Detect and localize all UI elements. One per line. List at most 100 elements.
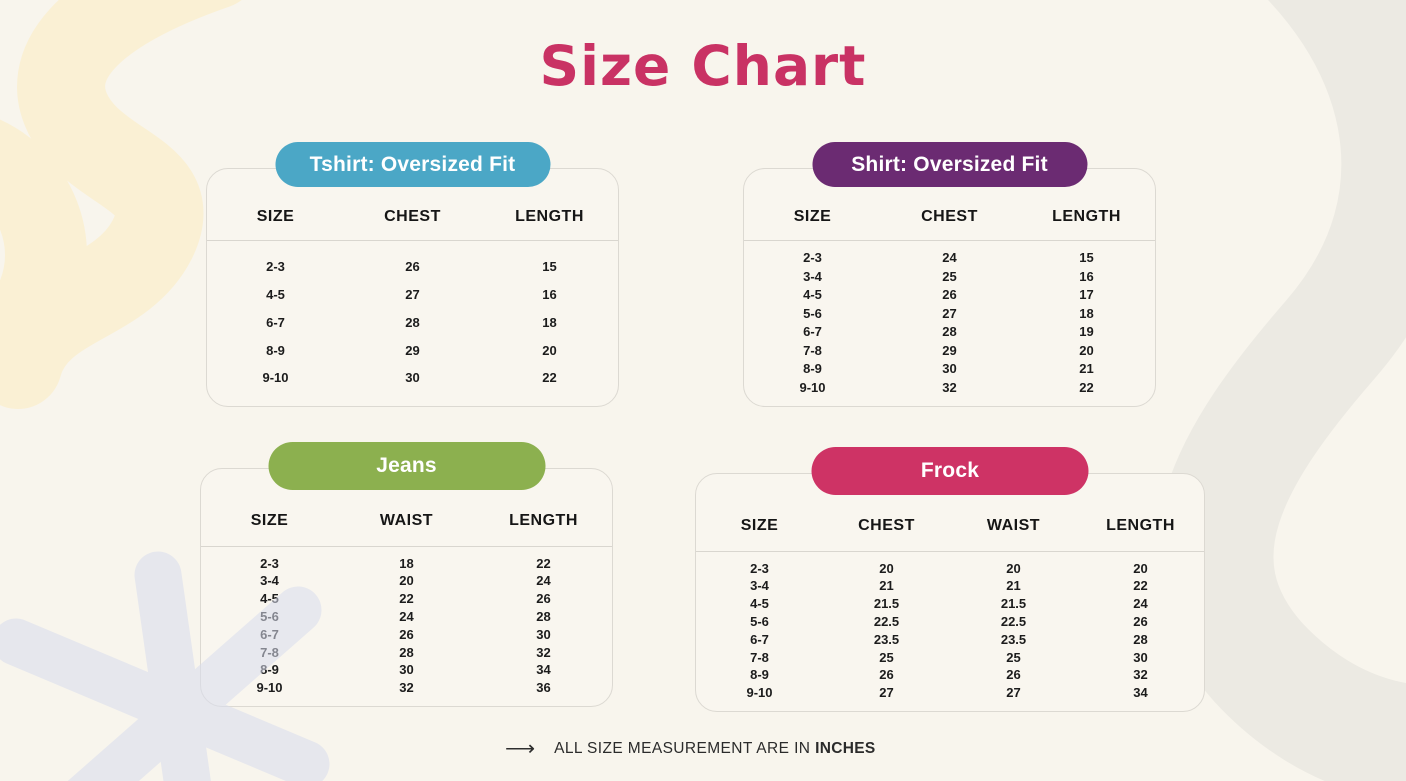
- table-cell: 24: [1133, 596, 1148, 612]
- table-row: 3-4 25 16: [744, 269, 1155, 285]
- table-cell: 24: [942, 250, 957, 266]
- table-cell: 5-6: [803, 305, 822, 321]
- table-row: 7-8 28 32: [201, 645, 612, 661]
- table-row: 5-6 27 18: [744, 306, 1155, 322]
- table-cell: 30: [399, 662, 414, 678]
- table-cell: 22: [1079, 379, 1094, 395]
- table-cell: 3-4: [803, 268, 822, 284]
- table-cell: 21.5: [873, 596, 900, 612]
- table-row: 9-10 32 22: [744, 380, 1155, 396]
- table-body: 2-3 26 15 4-5 27 16 6-7 28 18 8-9 29 20 9-10 30 22: [207, 242, 618, 406]
- table-cell: 5-6: [260, 608, 279, 624]
- table-cell: 2-3: [803, 250, 822, 266]
- page-title: Size Chart: [539, 34, 867, 98]
- table-row: 7-8 25 25 30: [696, 650, 1204, 666]
- table-row: 8-9 30 21: [744, 361, 1155, 377]
- table-cell: 28: [942, 324, 957, 340]
- measurement-note-text: ALL SIZE MEASUREMENT ARE IN: [554, 739, 811, 757]
- table-cell: 21: [879, 578, 894, 594]
- column-header: LENGTH: [1052, 207, 1121, 225]
- table-cell: 20: [1006, 560, 1021, 576]
- column-header: SIZE: [250, 511, 289, 529]
- table-cell: 8-9: [803, 361, 822, 377]
- table-cell: 21: [1079, 361, 1094, 377]
- column-header: SIZE: [256, 207, 295, 225]
- table-body: 2-3 20 20 20 3-4 21 21 22 4-5 21.5 21.5 24 5-6 22.5 22…: [696, 553, 1204, 711]
- table-cell: 3-4: [750, 578, 769, 594]
- table-cell: 23.5: [873, 631, 900, 647]
- table-row: 2-3 20 20 20: [696, 561, 1204, 577]
- measurement-note-unit: INCHES: [815, 739, 876, 757]
- table-cell: 27: [1006, 685, 1021, 701]
- table-cell: 22: [399, 591, 414, 607]
- table-cell: 7-8: [750, 649, 769, 665]
- table-header-row: SIZE WAIST LENGTH: [201, 469, 612, 547]
- jeans-size-table: Jeans SIZE WAIST LENGTH 2-3 18 22 3-4 20 24 4-5 2…: [200, 442, 613, 707]
- table-cell: 26: [1133, 613, 1148, 629]
- table-cell: 27: [405, 287, 420, 303]
- table-cell: 22.5: [873, 613, 900, 629]
- table-cell: 8-9: [266, 342, 285, 358]
- table-cell: 6-7: [260, 626, 279, 642]
- table-row: 5-6 24 28: [201, 609, 612, 625]
- table-cell: 22: [536, 555, 551, 571]
- table-cell: 30: [1133, 649, 1148, 665]
- table-cell: 29: [942, 342, 957, 358]
- table-body: 2-3 18 22 3-4 20 24 4-5 22 26 5-6 24 28 6-7 26 30 7-8 28…: [201, 548, 612, 706]
- table-cell: 20: [399, 573, 414, 589]
- table-cell: 4-5: [803, 287, 822, 303]
- table-row: 6-7 23.5 23.5 28: [696, 632, 1204, 648]
- table-cell: 29: [405, 342, 420, 358]
- table-cell: 28: [399, 644, 414, 660]
- table-row: 7-8 29 20: [744, 343, 1155, 359]
- table-cell: 22: [1133, 578, 1148, 594]
- table-row: 6-7 28 18: [207, 315, 618, 331]
- table-row: 3-4 21 21 22: [696, 578, 1204, 594]
- table-cell: 8-9: [750, 667, 769, 683]
- table-row: 4-5 27 16: [207, 287, 618, 303]
- table-cell: 7-8: [803, 342, 822, 358]
- table-cell: 8-9: [260, 662, 279, 678]
- table-header-row: SIZE CHEST WAIST LENGTH: [696, 474, 1204, 552]
- tshirt-table-title-pill: Tshirt: Oversized Fit: [275, 142, 550, 187]
- table-row: 9-10 32 36: [201, 680, 612, 696]
- table-cell: 9-10: [799, 379, 826, 395]
- table-cell: 20: [879, 560, 894, 576]
- jeans-table-title-pill: Jeans: [268, 442, 545, 490]
- table-cell: 32: [1133, 667, 1148, 683]
- table-cell: 7-8: [260, 644, 279, 660]
- table-row: 3-4 20 24: [201, 573, 612, 589]
- tshirt-size-table: Tshirt: Oversized Fit SIZE CHEST LENGTH 2-…: [206, 142, 619, 407]
- table-header-row: SIZE CHEST LENGTH: [744, 169, 1155, 241]
- table-cell: 4-5: [750, 596, 769, 612]
- table-cell: 30: [536, 626, 551, 642]
- table-cell: 17: [1079, 287, 1094, 303]
- table-cell: 32: [399, 680, 414, 696]
- table-cell: 26: [942, 287, 957, 303]
- table-cell: 16: [1079, 268, 1094, 284]
- footer-note: ⟶ ALL SIZE MEASUREMENT ARE IN INCHES: [505, 738, 875, 759]
- table-cell: 5-6: [750, 613, 769, 629]
- table-cell: 30: [405, 370, 420, 386]
- table-cell: 30: [942, 361, 957, 377]
- frock-size-table: Frock SIZE CHEST WAIST LENGTH 2-3 20 20 20 3-4 2…: [695, 447, 1205, 712]
- table-cell: 32: [942, 379, 957, 395]
- table-row: 4-5 21.5 21.5 24: [696, 596, 1204, 612]
- squiggle-blob-decoration: [0, 119, 87, 391]
- table-cell: 20: [1133, 560, 1148, 576]
- table-cell: 28: [1133, 631, 1148, 647]
- column-header: CHEST: [858, 516, 915, 534]
- table-cell: 3-4: [260, 573, 279, 589]
- table-row: 8-9 29 20: [207, 343, 618, 359]
- table-cell: 22: [542, 370, 557, 386]
- curve-decoration: [1155, 0, 1406, 781]
- table-row: 2-3 24 15: [744, 250, 1155, 266]
- table-row: 2-3 26 15: [207, 259, 618, 275]
- table-row: 6-7 26 30: [201, 627, 612, 643]
- column-header: LENGTH: [1106, 516, 1175, 534]
- table-row: 9-10 27 27 34: [696, 685, 1204, 701]
- table-cell: 25: [942, 268, 957, 284]
- table-cell: 25: [879, 649, 894, 665]
- table-row: 2-3 18 22: [201, 556, 612, 572]
